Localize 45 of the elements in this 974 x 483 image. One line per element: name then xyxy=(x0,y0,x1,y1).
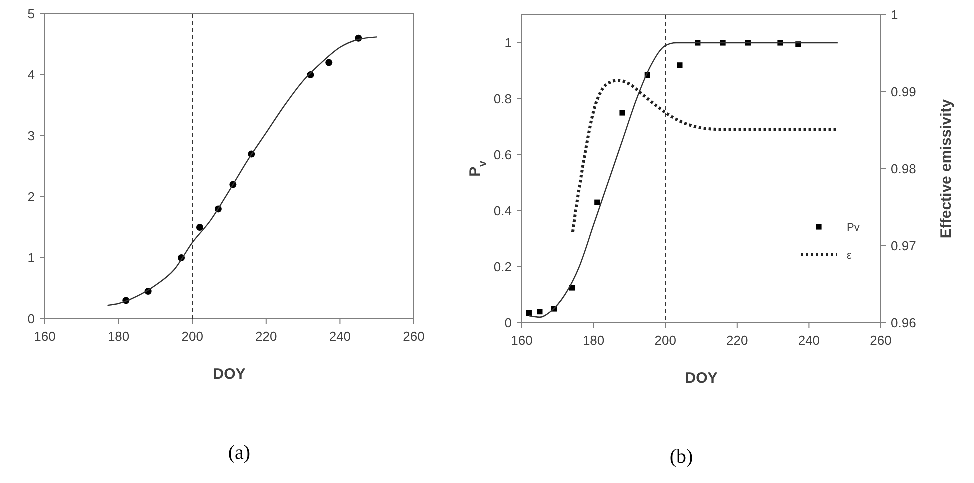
y2-tick-label: 0.98 xyxy=(891,162,916,176)
text: (b) xyxy=(670,446,694,468)
x-tick-label: 240 xyxy=(329,329,352,344)
x-tick-label: 240 xyxy=(798,333,820,348)
x-tick-label: 180 xyxy=(582,333,605,348)
y-tick-label: 0.2 xyxy=(494,260,512,274)
y-tick-label: 0.6 xyxy=(494,148,512,162)
y-tick-label: 1 xyxy=(28,250,35,266)
y-tick-label: 0.4 xyxy=(494,204,512,218)
point xyxy=(326,59,333,66)
y-tick-label: 3 xyxy=(28,128,35,144)
y-tick-label: 0 xyxy=(504,316,512,330)
point xyxy=(537,309,543,315)
legend-label: Pv xyxy=(847,222,860,234)
point xyxy=(677,62,683,68)
x-tick-label: 180 xyxy=(108,329,130,344)
point xyxy=(620,110,626,116)
y2-tick-label: 0.97 xyxy=(891,238,916,254)
x-tick-label: 260 xyxy=(870,333,892,348)
point xyxy=(569,285,576,291)
y-tick-label: 1 xyxy=(504,36,512,50)
legend-label: ε xyxy=(847,250,852,262)
x-tick-label: 160 xyxy=(34,329,56,344)
x-tick-label: 160 xyxy=(511,333,533,348)
x-axis-title: DOY xyxy=(685,370,718,387)
y2-tick-label: 0.96 xyxy=(891,316,916,330)
text: (a) xyxy=(228,442,251,464)
x-tick-label: 220 xyxy=(256,329,278,344)
point xyxy=(594,200,600,206)
y2-axis-title: Effective emissivity xyxy=(938,98,955,239)
y-tick-label: 2 xyxy=(28,190,35,204)
y-tick-label: 5 xyxy=(28,6,35,22)
y-tick-label: 0.8 xyxy=(494,92,512,106)
x-tick-label: 220 xyxy=(726,333,748,348)
point xyxy=(526,310,532,316)
x-tick-label: 200 xyxy=(654,333,676,348)
line-series xyxy=(571,78,840,234)
x-tick-label: 260 xyxy=(403,329,425,344)
y-tick-label: 0 xyxy=(28,312,35,326)
x-axis-title: DOY xyxy=(213,366,246,383)
y2-tick-label: 0.99 xyxy=(891,84,916,100)
y2-tick-label: 1 xyxy=(891,8,898,22)
point xyxy=(196,224,204,231)
x-tick-label: 200 xyxy=(182,329,204,344)
y-tick-label: 4 xyxy=(28,68,35,82)
